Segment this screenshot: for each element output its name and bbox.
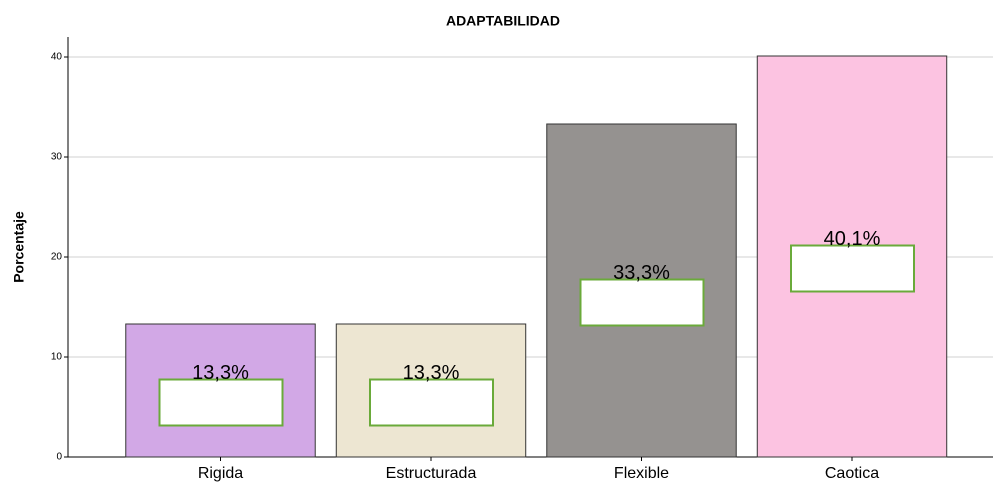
y-tick-label: 20 xyxy=(51,252,63,263)
chart-title: ADAPTABILIDAD xyxy=(446,13,560,29)
y-tick-label: 10 xyxy=(51,352,63,363)
x-tick-label: Caotica xyxy=(825,465,879,482)
x-tick-label: Estructurada xyxy=(386,465,477,482)
x-tick-label: Flexible xyxy=(614,465,669,482)
data-label: 40,1% xyxy=(824,228,881,250)
label-box xyxy=(369,378,494,427)
data-label: 13,3% xyxy=(403,362,460,384)
y-tick-label: 30 xyxy=(51,152,63,163)
y-axis-label: Porcentaje xyxy=(11,211,27,283)
label-box xyxy=(158,378,284,427)
label-box xyxy=(579,278,705,327)
data-label: 33,3% xyxy=(613,262,670,284)
data-label: 13,3% xyxy=(192,362,249,384)
y-tick-label: 0 xyxy=(56,452,62,463)
x-tick-label: Rigida xyxy=(198,465,243,482)
y-tick-label: 40 xyxy=(51,52,63,63)
label-box xyxy=(790,244,915,293)
